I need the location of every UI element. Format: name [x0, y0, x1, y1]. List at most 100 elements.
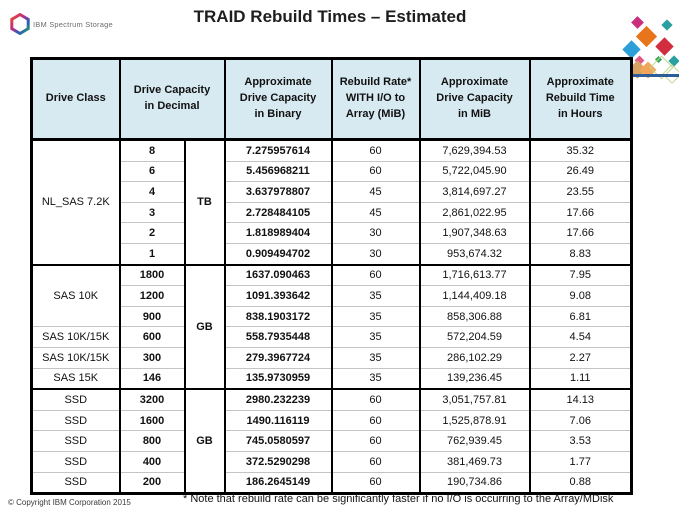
cell-drive-class: SAS 10K/15K: [30, 326, 121, 348]
table-row: 900 838.1903172 35 858,306.88 6.81: [32, 305, 633, 327]
cell-capacity-mib: 286,102.29: [418, 346, 531, 369]
cell-capacity-decimal: 200: [118, 471, 186, 494]
cell-capacity-decimal: 2: [118, 222, 186, 244]
header-rebuild-time: Approximate Rebuild Time in Hours: [528, 57, 633, 141]
cell-rebuild-rate: 45: [330, 201, 421, 223]
table-row: SSD 400 372.5290298 60 381,469.73 1.77: [30, 450, 633, 472]
cell-capacity-mib: 1,525,878.91: [418, 409, 531, 431]
decor-diamond: [661, 19, 673, 31]
cell-drive-class: SSD: [30, 450, 121, 472]
cell-capacity-decimal: 400: [118, 450, 186, 472]
cell-capacity-binary: 838.1903172: [223, 305, 333, 327]
decor-diamond: [655, 37, 674, 56]
rebuild-table-body: NL_SAS 7.2K 8 TB 7.275957614 60 7,629,394.53 3…: [30, 138, 633, 494]
header-capacity-binary: Approximate Drive Capacity in Binary: [223, 57, 333, 141]
cell-capacity-decimal: 800: [118, 430, 186, 452]
table-row: SAS 15K 146 135.9730959 35 139,236.45 1.11: [30, 367, 633, 390]
cell-rebuild-rate: 60: [330, 430, 421, 452]
cell-capacity-binary: 5.456968211: [223, 160, 333, 182]
cell-capacity-binary: 1490.116119: [223, 409, 333, 431]
cell-drive-class: SAS 15K: [30, 367, 121, 390]
cell-rebuild-hours: 7.06: [528, 409, 633, 431]
cell-capacity-decimal: 1600: [118, 409, 186, 431]
cell-rebuild-rate: 60: [330, 409, 421, 431]
cell-rebuild-rate: 35: [330, 285, 421, 307]
cell-capacity-mib: 139,236.45: [418, 367, 531, 390]
cell-rebuild-hours: 35.32: [528, 138, 633, 162]
cell-capacity-decimal: 6: [118, 160, 186, 182]
cell-capacity-mib: 5,722,045.90: [418, 160, 531, 182]
cell-capacity-binary: 2.728484105: [223, 201, 333, 223]
table-row: 2 1.818989404 30 1,907,348.63 17.66: [32, 222, 633, 244]
header-capacity-decimal: Drive Capacity in Decimal: [118, 57, 226, 141]
decor-diamond: [631, 16, 644, 29]
cell-drive-class: NL_SAS 7.2K: [30, 138, 121, 265]
table-row: SAS 10K 1800 GB 1637.090463 60 1,716,613.77 7.…: [30, 263, 633, 390]
cell-rebuild-hours: 7.95: [528, 263, 633, 286]
cell-rebuild-rate: 60: [330, 160, 421, 182]
cell-capacity-decimal: 900: [118, 305, 186, 327]
cell-rebuild-hours: 1.77: [528, 450, 633, 472]
page-title: TRAID Rebuild Times – Estimated: [193, 7, 467, 26]
cell-rebuild-rate: 60: [330, 263, 421, 286]
cell-rebuild-hours: 3.53: [528, 430, 633, 452]
cell-capacity-decimal: 3200: [118, 388, 186, 411]
cell-capacity-unit: TB: [183, 138, 226, 265]
cell-rebuild-rate: 30: [330, 222, 421, 244]
cell-capacity-binary: 558.7935448: [223, 326, 333, 348]
cell-rebuild-hours: 8.83: [528, 242, 633, 265]
cell-capacity-mib: 762,939.45: [418, 430, 531, 452]
cell-capacity-mib: 1,907,348.63: [418, 222, 531, 244]
cell-capacity-decimal: 300: [118, 346, 186, 369]
cell-drive-class: SSD: [30, 409, 121, 431]
cell-capacity-binary: 135.9730959: [223, 367, 333, 390]
header-capacity-mib: Approximate Drive Capacity in MiB: [418, 57, 531, 141]
table-row: SAS 10K/15K 600 558.7935448 35 572,204.59 4.5…: [30, 326, 633, 348]
cell-rebuild-hours: 26.49: [528, 160, 633, 182]
cell-rebuild-hours: 1.11: [528, 367, 633, 390]
cell-rebuild-rate: 35: [330, 346, 421, 369]
cell-capacity-binary: 0.909494702: [223, 242, 333, 265]
cell-capacity-binary: 1.818989404: [223, 222, 333, 244]
cell-capacity-unit: GB: [183, 263, 226, 390]
table-row: 1 0.909494702 30 953,674.32 8.83: [32, 242, 633, 265]
table-row: SSD 800 745.0580597 60 762,939.45 3.53: [30, 430, 633, 452]
hexagon-logo-icon: [10, 13, 30, 35]
cell-rebuild-hours: 17.66: [528, 201, 633, 223]
cell-drive-class: SSD: [30, 430, 121, 452]
cell-capacity-binary: 186.2645149: [223, 471, 333, 494]
cell-rebuild-hours: 9.08: [528, 285, 633, 307]
table-row: NL_SAS 7.2K 8 TB 7.275957614 60 7,629,394.53 3…: [30, 138, 633, 265]
footnote-text: * Note that rebuild rate can be signific…: [183, 493, 614, 505]
cell-rebuild-rate: 60: [330, 450, 421, 472]
cell-rebuild-hours: 4.54: [528, 326, 633, 348]
cell-rebuild-rate: 30: [330, 242, 421, 265]
decor-diamond: [635, 25, 658, 48]
ibm-spectrum-storage-logo: IBM Spectrum Storage: [10, 13, 113, 35]
table-row: SSD 3200 GB 2980.232239 60 3,051,757.81 14.13: [30, 388, 633, 494]
cell-capacity-binary: 3.637978807: [223, 181, 333, 203]
cell-rebuild-rate: 45: [330, 181, 421, 203]
cell-capacity-decimal: 4: [118, 181, 186, 203]
cell-rebuild-hours: 6.81: [528, 305, 633, 327]
cell-rebuild-rate: 60: [330, 138, 421, 162]
cell-capacity-binary: 745.0580597: [223, 430, 333, 452]
cell-capacity-decimal: 3: [118, 201, 186, 223]
cell-capacity-decimal: 1800: [118, 263, 186, 286]
cell-rebuild-hours: 23.55: [528, 181, 633, 203]
cell-rebuild-rate: 35: [330, 367, 421, 390]
accent-line: [620, 74, 679, 77]
table-header: Drive Class Drive Capacity in Decimal Ap…: [30, 57, 633, 141]
cell-drive-class: SSD: [30, 388, 121, 411]
cell-capacity-binary: 7.275957614: [223, 138, 333, 162]
cell-capacity-decimal: 1200: [118, 285, 186, 307]
cell-rebuild-hours: 17.66: [528, 222, 633, 244]
copyright-text: © Copyright IBM Corporation 2015: [8, 498, 131, 507]
table-row: 4 3.637978807 45 3,814,697.27 23.55: [32, 181, 633, 203]
cell-capacity-decimal: 146: [118, 367, 186, 390]
cell-capacity-unit: GB: [183, 388, 226, 494]
table-row: SSD 1600 1490.116119 60 1,525,878.91 7.06: [30, 409, 633, 431]
cell-rebuild-hours: 0.88: [528, 471, 633, 494]
cell-rebuild-rate: 35: [330, 326, 421, 348]
